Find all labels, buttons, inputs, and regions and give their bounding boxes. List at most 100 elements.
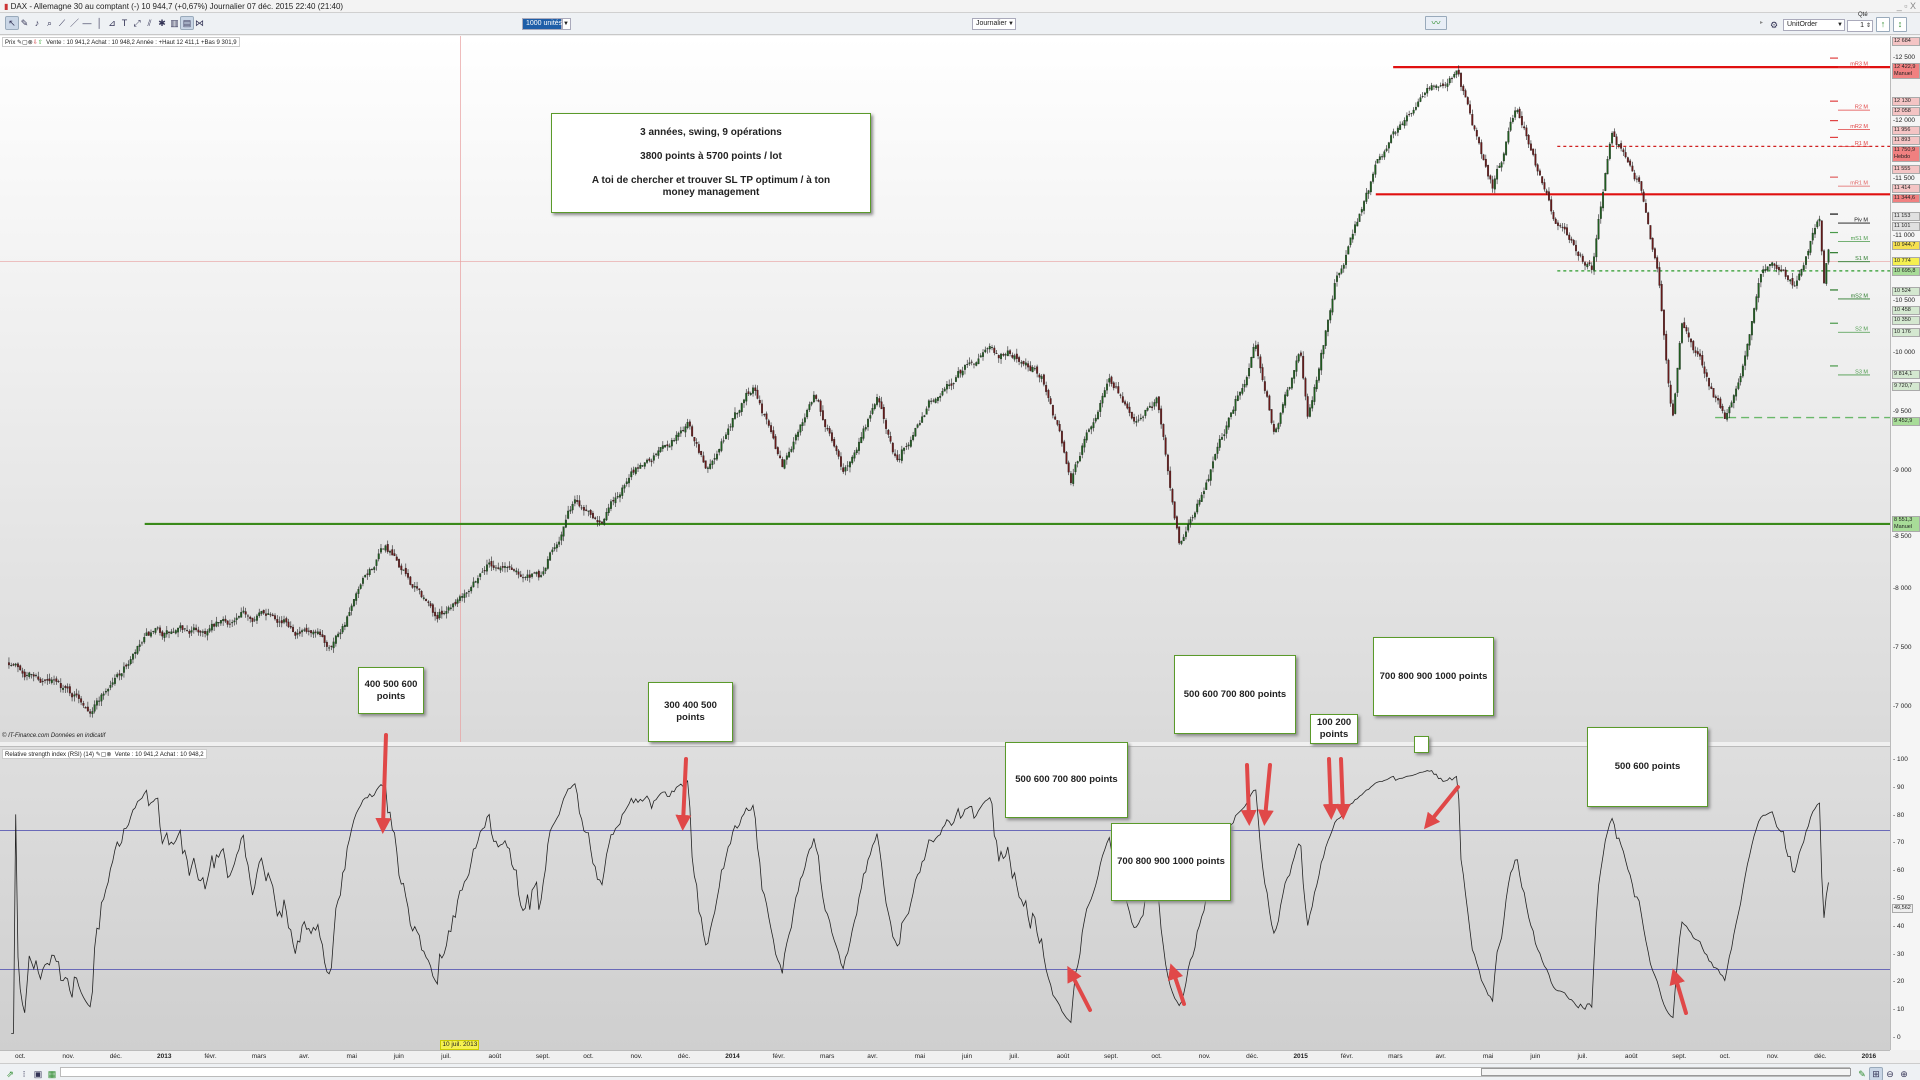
- horizontal-line-icon[interactable]: —: [82, 18, 92, 28]
- candle: [925, 408, 928, 415]
- candle: [1031, 367, 1034, 373]
- candle: [544, 567, 547, 572]
- arrow-up-icon[interactable]: ⇧: [37, 40, 43, 46]
- trash-icon[interactable]: ▥: [170, 18, 179, 28]
- candle: [386, 544, 389, 552]
- zoom-out-icon[interactable]: ⊖: [1886, 1069, 1894, 1079]
- fibonacci-icon[interactable]: ⊿: [108, 18, 116, 28]
- price-chart[interactable]: mR3 M R2 M mR2 M R1 M mR1 M Piv M mS1 M S1 M mS2…: [0, 36, 1890, 742]
- annotation-empty-box[interactable]: [1414, 736, 1429, 753]
- rsi-tick: - 50: [1893, 895, 1905, 902]
- annotation-box[interactable]: 700 800 900 1000 points: [1373, 637, 1494, 716]
- chart-style-button[interactable]: 〰: [1425, 16, 1447, 30]
- candle: [580, 507, 583, 509]
- edit-icon[interactable]: ✎: [95, 752, 101, 758]
- annotation-box[interactable]: 700 800 900 1000 points: [1111, 823, 1231, 901]
- candle: [1232, 409, 1235, 414]
- quantity-select-arrow[interactable]: ▼: [562, 18, 571, 30]
- edit-chart-icon[interactable]: ✎: [1858, 1069, 1866, 1079]
- candle: [625, 481, 628, 485]
- line-icon[interactable]: ／: [69, 18, 79, 28]
- candle: [1746, 343, 1749, 357]
- scrollbar-thumb[interactable]: [1481, 1068, 1851, 1076]
- price-axis[interactable]: 12 684 -12 500 12 422,9 Manuel 12 130 12 058…: [1890, 36, 1920, 746]
- candle: [1000, 353, 1002, 360]
- annotation-summary-box[interactable]: 3 années, swing, 9 opérations 3800 point…: [551, 113, 871, 213]
- zoom-in-icon[interactable]: ⊕: [1900, 1069, 1908, 1079]
- price-chart-pane[interactable]: mR3 M R2 M mR2 M R1 M mR1 M Piv M mS1 M S1 M mS2…: [0, 36, 1890, 742]
- candle: [569, 509, 572, 512]
- close-icon[interactable]: ⊗: [27, 40, 33, 46]
- period-select[interactable]: Journalier ▼: [972, 18, 1016, 30]
- candle: [571, 504, 574, 511]
- candle: [1049, 398, 1052, 405]
- window-icon[interactable]: ▢: [22, 40, 28, 46]
- quantity-select[interactable]: 1000 unités: [522, 18, 562, 30]
- close-icon[interactable]: ⊗: [106, 752, 112, 758]
- candle: [1642, 191, 1645, 202]
- candle: [1320, 352, 1323, 371]
- time-scrollbar[interactable]: [60, 1067, 1851, 1077]
- candle: [643, 462, 646, 467]
- date-tick: mars: [251, 1053, 267, 1060]
- alert-bell-icon[interactable]: ♪: [34, 18, 40, 28]
- candle: [1103, 390, 1106, 398]
- pivot-label: S3 M: [1855, 369, 1868, 375]
- edit-icon[interactable]: ✎: [17, 40, 23, 46]
- annotation-box[interactable]: 500 600 700 800 points: [1174, 655, 1296, 734]
- qty-stepper[interactable]: 1 ⇕: [1847, 20, 1873, 32]
- candle: [334, 635, 337, 644]
- indicator-icon[interactable]: ▤: [180, 16, 194, 30]
- annotation-box[interactable]: 100 200 points: [1310, 714, 1358, 744]
- cursor-icon[interactable]: ↖: [5, 16, 19, 30]
- pencil-icon[interactable]: ✎: [20, 18, 29, 28]
- text-icon[interactable]: T: [121, 18, 128, 28]
- date-axis[interactable]: oct. nov. déc. 2013 févr. mars avr. mai juin juil…: [0, 1040, 1890, 1063]
- candle: [1703, 366, 1706, 374]
- candle: [1347, 246, 1350, 255]
- layout-icon[interactable]: ▦: [47, 1069, 57, 1079]
- candle: [1011, 354, 1014, 358]
- export-icon[interactable]: ⇗: [6, 1069, 14, 1079]
- trend-line-icon[interactable]: ⟋: [58, 18, 66, 28]
- settings-icon[interactable]: ▸: [1760, 20, 1764, 26]
- parallel-icon[interactable]: ⫽: [147, 18, 152, 28]
- bottom-bar: ⇗ ⁝ ▣ ▦ ✎ ⊞ ⊖ ⊕: [0, 1063, 1920, 1080]
- candle: [1315, 379, 1318, 390]
- sell-button[interactable]: ↕: [1893, 17, 1907, 32]
- buy-button[interactable]: ↑: [1876, 17, 1890, 32]
- pattern-icon[interactable]: ⋈: [195, 18, 204, 28]
- order-type-select[interactable]: UnitOrder ▼: [1783, 19, 1845, 31]
- wrench-icon[interactable]: ⚙: [1769, 20, 1779, 30]
- annotation-box[interactable]: 400 500 600 points: [358, 667, 424, 714]
- zoom-icon[interactable]: ⌕: [46, 18, 53, 28]
- annotation-box[interactable]: 500 600 700 800 points: [1005, 742, 1128, 818]
- magic-icon[interactable]: ✱: [158, 18, 166, 28]
- candle: [1629, 160, 1632, 166]
- window-icon[interactable]: ▢: [100, 752, 107, 758]
- candle: [1604, 173, 1607, 191]
- channel-icon[interactable]: ⤢: [133, 18, 141, 28]
- window-controls[interactable]: _ ▫ X: [1896, 1, 1916, 11]
- candle: [632, 469, 635, 473]
- rsi-axis[interactable]: - 100 - 90 - 80 - 70 - 60 - 50 49,562 - 40 - 30 -…: [1890, 746, 1920, 1050]
- save-icon[interactable]: ▣: [33, 1069, 43, 1079]
- candle: [1534, 153, 1537, 166]
- compare-icon[interactable]: ⁝: [22, 1069, 26, 1079]
- arrow-down-icon[interactable]: ⇩: [32, 40, 38, 46]
- date-tick: oct.: [1151, 1053, 1162, 1060]
- candle: [398, 559, 400, 568]
- candle: [1013, 355, 1016, 360]
- zoom-fit-icon[interactable]: ⊞: [1869, 1067, 1883, 1080]
- price-tick: -7 000: [1893, 703, 1912, 710]
- vertical-line-icon[interactable]: │: [96, 18, 103, 28]
- candle: [1814, 228, 1816, 235]
- rsi-chart[interactable]: [0, 747, 1890, 1051]
- candle: [161, 631, 164, 637]
- annotation-box[interactable]: 300 400 500 points: [648, 682, 733, 742]
- date-tick: avr.: [867, 1053, 878, 1060]
- date-tick: nov.: [1766, 1053, 1779, 1060]
- annotation-box[interactable]: 500 600 points: [1587, 727, 1708, 807]
- rsi-pane[interactable]: Relative strength index (RSI) (14) ✎▢⊗ V…: [0, 746, 1890, 1050]
- candle: [258, 612, 261, 616]
